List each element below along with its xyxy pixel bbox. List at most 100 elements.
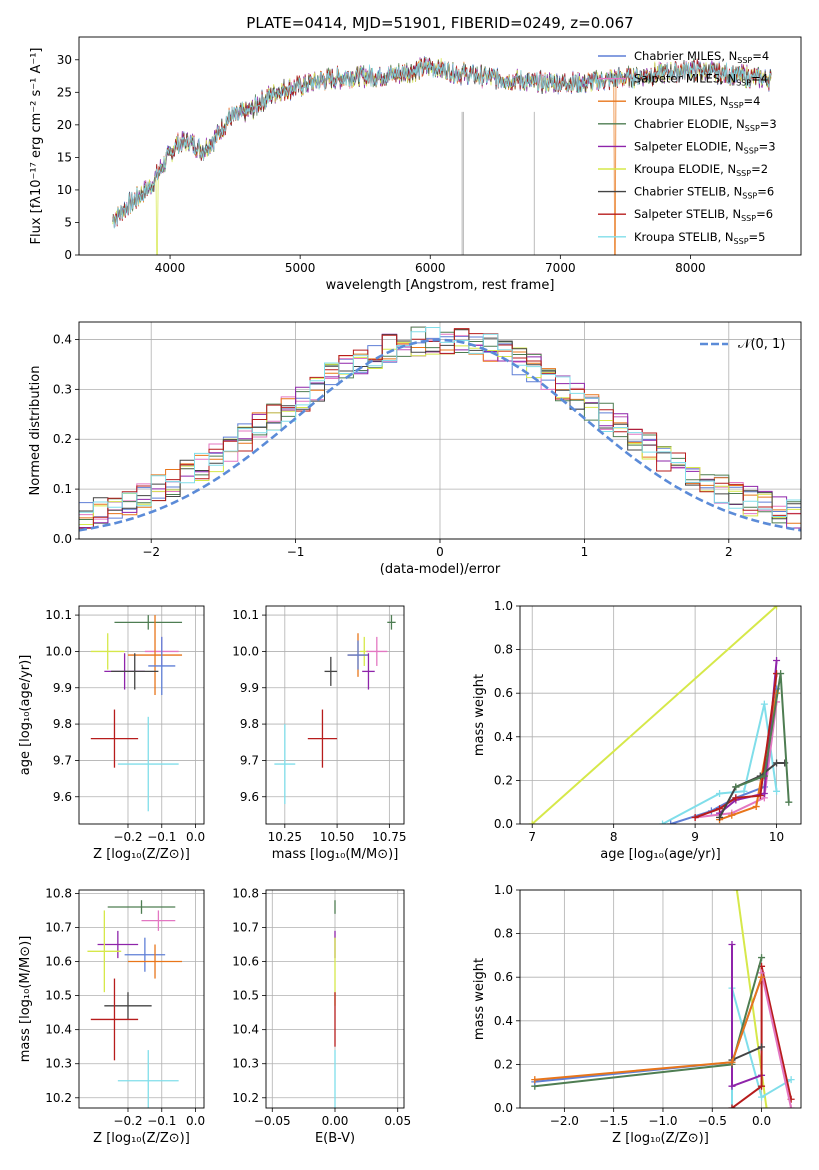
weight-marker (728, 941, 736, 948)
x-tick-label: 0 (436, 545, 444, 559)
plot-area-age-vs-Z (90, 615, 183, 812)
y-tick-label: 10.6 (232, 955, 259, 969)
y-tick-label: 9.7 (53, 753, 72, 767)
weight-line-7 (718, 762, 785, 818)
x-tick-label: 0.0 (186, 830, 205, 844)
y-tick-label: 10.6 (45, 955, 72, 969)
errorbar-point (127, 615, 183, 696)
legend-label: Salpeter ELODIE, NSSP=3 (634, 139, 776, 155)
errorbar-point (307, 709, 338, 768)
axes-frame (519, 889, 802, 1109)
spectrum-series-5 (112, 58, 772, 255)
y-tick-label: 25 (57, 85, 72, 99)
weight-marker (728, 811, 736, 819)
x-tick-label: 10 (769, 830, 784, 844)
y-tick-label: 0.8 (494, 927, 513, 941)
x-tick-label: −1 (287, 545, 305, 559)
y-tick-label: 10.5 (45, 989, 72, 1003)
weight-marker (760, 789, 768, 797)
x-tick-label: −0.2 (113, 1114, 142, 1128)
legend-label-main: Chabrier STELIB, N (634, 185, 742, 199)
errorbar-point (111, 653, 159, 690)
weight-marker (716, 789, 724, 797)
weight-marker (716, 805, 724, 813)
x-axis-label: Z [log₁₀(Z/Z⊙)] (93, 1131, 190, 1146)
histogram-8 (79, 327, 801, 532)
weight-marker (777, 670, 785, 678)
x-axis-label: age [log₁₀(age/yr)] (600, 847, 721, 862)
y-tick-label: 0.4 (494, 730, 513, 744)
y-tick-label: 0.1 (53, 482, 72, 496)
y-tick-label: 0.3 (53, 382, 72, 396)
x-tick-label: −1.5 (599, 1114, 628, 1128)
x-tick-label: −2.0 (550, 1114, 579, 1128)
y-tick-label: 0.0 (53, 532, 72, 546)
legend-label-sub: SSP (734, 237, 749, 246)
errorbar-point (97, 930, 139, 959)
axes-age-vs-Z: −0.2 −0.1 0.0 9.6 9.7 9.8 9.9 10.0 10.1 Z [log₁₀(… (18, 605, 205, 862)
y-tick-label: 10.3 (232, 1057, 259, 1071)
plot-area-spectrum (112, 56, 772, 255)
x-axis-label: mass [log₁₀(M/M⊙)] (272, 847, 399, 862)
y-tick-label: 10.7 (45, 920, 72, 934)
weight-marker (773, 759, 781, 767)
legend-label: Kroupa ELODIE, NSSP=2 (634, 162, 768, 178)
errorbar-point (90, 709, 139, 768)
weight-marker (762, 1104, 770, 1108)
plot-area-residuals (79, 326, 801, 533)
weight-marker (756, 792, 764, 800)
weight-marker (773, 787, 781, 795)
y-tick-label: 1.0 (494, 599, 513, 613)
x-tick-label: 1 (581, 545, 589, 559)
y-tick-label: 0.8 (494, 643, 513, 657)
errorbar-point (366, 636, 388, 666)
axes-mass-vs-Z: −0.2 −0.1 0.0 10.2 10.3 10.4 10.5 10.6 10.7 10.8 Z… (18, 886, 205, 1146)
weight-marker (716, 813, 724, 821)
legend-label-tail: =4 (744, 94, 761, 108)
legend-label-tail: =4 (752, 49, 769, 63)
y-tick-label: 10.0 (45, 644, 72, 658)
x-tick-label: 7000 (545, 261, 576, 275)
axes-spectrum: 4000 5000 6000 7000 8000 0 5 10 15 20 25 30 waveleng… (29, 36, 802, 293)
y-tick-label: 0.2 (53, 432, 72, 446)
weight-marker (728, 1058, 736, 1066)
legend-label-tail: =3 (759, 139, 776, 153)
weight-marker (728, 1104, 736, 1108)
legend-label-sub: SSP (736, 79, 751, 88)
weight-marker (773, 657, 781, 664)
errorbar-point (274, 724, 296, 805)
x-tick-label: −0.1 (147, 830, 176, 844)
legend-label-sub: SSP (742, 192, 757, 201)
spectrum-series-2 (112, 58, 772, 255)
legend-label-sub: SSP (745, 124, 760, 133)
errorbar-point (127, 944, 183, 979)
weight-marker (758, 954, 766, 962)
y-tick-label: 10.8 (45, 886, 72, 900)
x-tick-label: 10.25 (268, 830, 302, 844)
x-axis-label: Z [log₁₀(Z/Z⊙)] (612, 1131, 709, 1146)
y-tick-label: 10.1 (45, 608, 72, 622)
errorbar-point (107, 900, 176, 914)
weight-line-3 (694, 701, 778, 819)
legend-label-main: Kroupa STELIB, N (634, 230, 734, 244)
weight-marker (758, 1093, 766, 1101)
axes-frame (519, 605, 802, 825)
weight-marker (752, 803, 760, 811)
weight-marker (760, 772, 768, 780)
errorbar-point (362, 653, 375, 690)
y-tick-label: 5 (64, 215, 72, 229)
errorbar-point (148, 636, 176, 696)
y-axis-label: mass weight (472, 674, 487, 756)
y-axis-label: Normed distribution (28, 366, 43, 496)
weight-line-7 (534, 976, 763, 1083)
axes-frame (78, 889, 205, 1109)
x-axis-label: Z [log₁₀(Z/Z⊙)] (93, 847, 190, 862)
x-tick-label: 8000 (675, 261, 706, 275)
axes-weight-vs-age: 7 8 9 10 0.0 0.2 0.4 0.6 0.8 1.0 age [log₁₀(age/yr… (472, 599, 802, 862)
y-tick-label: 10.3 (45, 1057, 72, 1071)
weight-line-4 (760, 972, 793, 1108)
y-tick-label: 10.5 (232, 989, 259, 1003)
legend-label-sub: SSP (737, 56, 752, 65)
y-tick-label: 15 (57, 150, 72, 164)
